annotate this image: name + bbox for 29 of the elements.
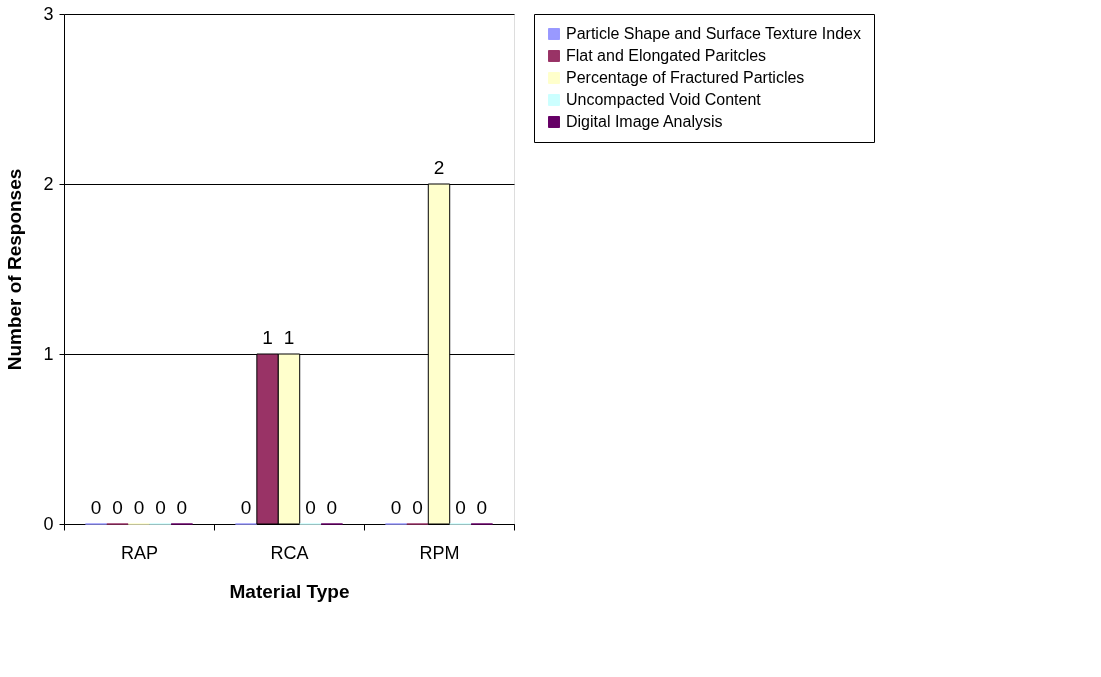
x-tick-label: RPM xyxy=(419,542,460,563)
y-tick-label: 1 xyxy=(43,343,54,364)
legend-label: Percentage of Fractured Particles xyxy=(566,69,805,86)
data-label: 1 xyxy=(262,327,273,348)
data-label: 2 xyxy=(433,157,445,178)
legend-label: Flat and Elongated Paritcles xyxy=(566,47,767,64)
y-axis-title: Number of Responses xyxy=(4,168,26,371)
data-label: 0 xyxy=(90,497,102,518)
legend-label: Particle Shape and Surface Texture Index xyxy=(566,25,861,42)
data-label: 0 xyxy=(155,497,166,518)
x-tick-label: RAP xyxy=(120,542,159,563)
data-label: 0 xyxy=(176,497,188,518)
data-label: 0 xyxy=(390,497,402,518)
data-label: 0 xyxy=(112,497,123,518)
legend-label: Digital Image Analysis xyxy=(566,113,723,130)
y-tick-label: 0 xyxy=(43,513,54,534)
data-label: 0 xyxy=(412,497,423,518)
x-tick-label: RCA xyxy=(270,542,309,563)
data-label: 0 xyxy=(455,497,466,518)
data-label: 0 xyxy=(476,497,488,518)
y-tick-label: 2 xyxy=(43,173,54,194)
data-label: 0 xyxy=(133,497,145,518)
x-axis-title: Material Type xyxy=(229,580,350,602)
data-label: 0 xyxy=(326,497,338,518)
legend-label: Uncompacted Void Content xyxy=(566,91,762,108)
data-label: 1 xyxy=(283,327,295,348)
data-label: 0 xyxy=(240,497,252,518)
data-label: 0 xyxy=(305,497,316,518)
y-tick-label: 3 xyxy=(43,3,54,24)
